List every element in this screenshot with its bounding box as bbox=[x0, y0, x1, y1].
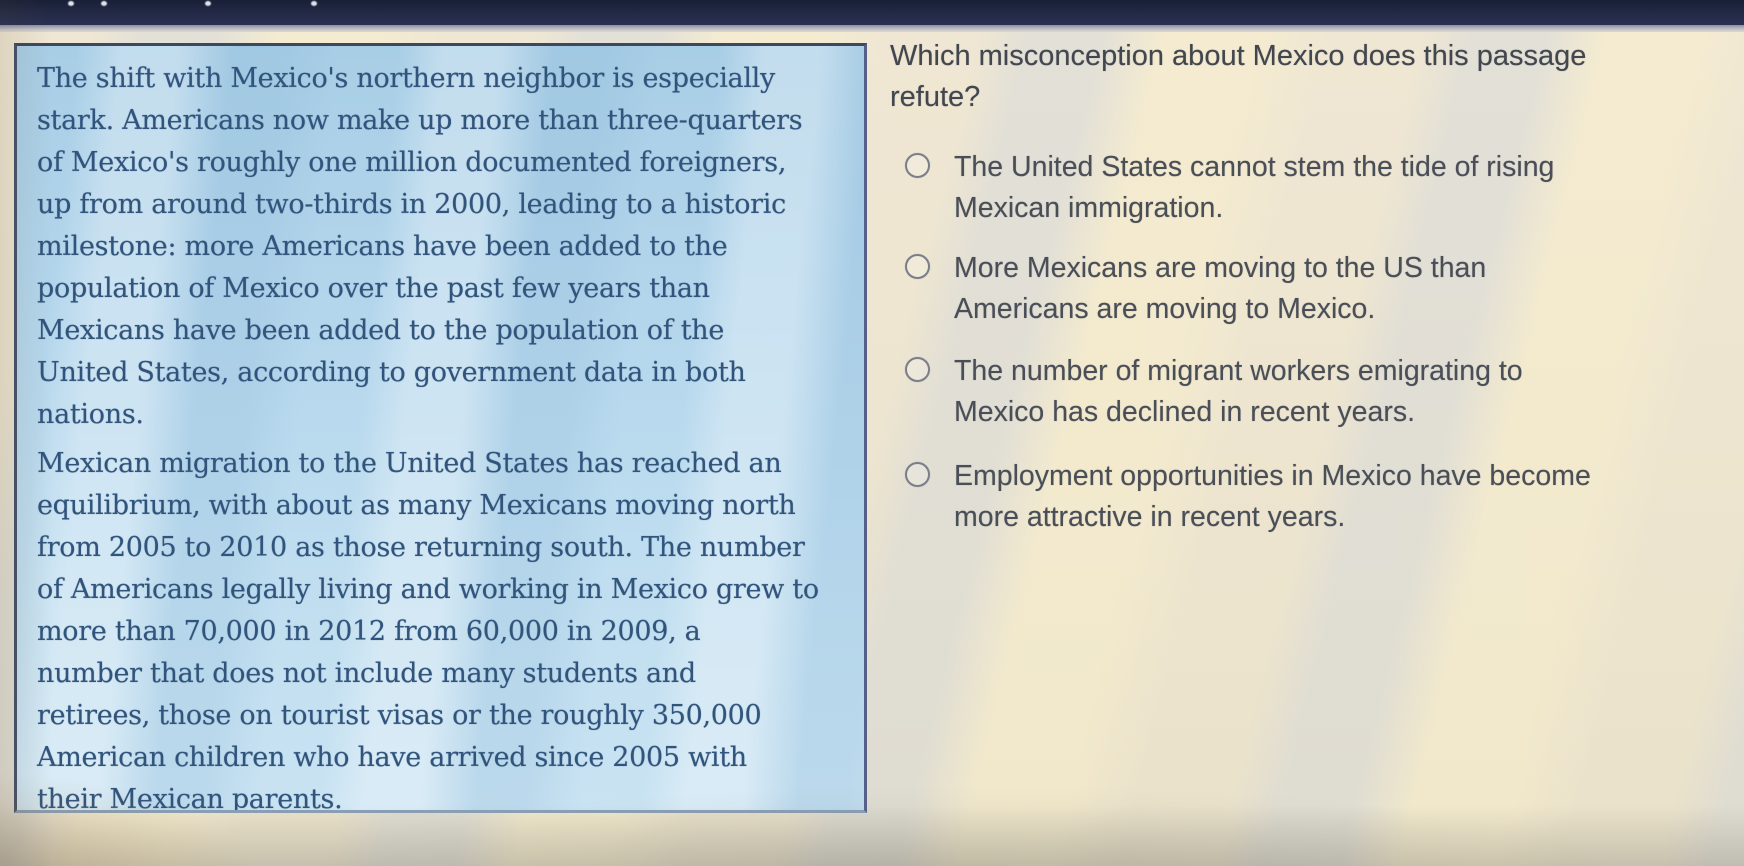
passage-line: American children who have arrived since… bbox=[37, 742, 747, 773]
question-prompt: Which misconception about Mexico does th… bbox=[890, 36, 1586, 118]
passage-line: United States, according to government d… bbox=[37, 357, 746, 388]
radio-button-icon[interactable] bbox=[905, 153, 930, 178]
option-text: The number of migrant workers emigrating… bbox=[954, 351, 1523, 433]
passage-line: of Americans legally living and working … bbox=[37, 574, 819, 605]
passage-paragraph-2: Mexican migration to the United States h… bbox=[37, 443, 850, 813]
answer-option-4[interactable]: Employment opportunities in Mexico have … bbox=[905, 456, 1591, 538]
option-text-line: Employment opportunities in Mexico have … bbox=[954, 460, 1591, 492]
passage-paragraph-1: The shift with Mexico's northern neighbo… bbox=[37, 58, 850, 436]
option-text-line: The United States cannot stem the tide o… bbox=[954, 151, 1555, 183]
passage-line: milestone: more Americans have been adde… bbox=[37, 231, 728, 262]
option-text: More Mexicans are moving to the US than … bbox=[954, 248, 1486, 330]
answer-option-3[interactable]: The number of migrant workers emigrating… bbox=[905, 351, 1523, 433]
passage-line: population of Mexico over the past few y… bbox=[37, 273, 710, 304]
option-text-line: Americans are moving to Mexico. bbox=[954, 293, 1376, 325]
tab-dot-icon bbox=[311, 1, 317, 6]
tab-dot-icon bbox=[68, 1, 74, 6]
question-line: refute? bbox=[890, 81, 981, 113]
option-text-line: Mexican immigration. bbox=[954, 192, 1224, 224]
option-text-line: Mexico has declined in recent years. bbox=[954, 396, 1415, 428]
passage-line: from 2005 to 2010 as those returning sou… bbox=[37, 532, 805, 563]
passage-line: Mexican migration to the United States h… bbox=[37, 448, 782, 479]
passage-line: more than 70,000 in 2012 from 60,000 in … bbox=[37, 616, 701, 647]
passage-line: Mexicans have been added to the populati… bbox=[37, 315, 725, 346]
passage-line: stark. Americans now make up more than t… bbox=[37, 105, 803, 136]
passage-line: equilibrium, with about as many Mexicans… bbox=[37, 490, 796, 521]
answer-option-1[interactable]: The United States cannot stem the tide o… bbox=[905, 147, 1554, 229]
answer-option-2[interactable]: More Mexicans are moving to the US than … bbox=[905, 248, 1486, 330]
option-text-line: More Mexicans are moving to the US than bbox=[954, 252, 1487, 284]
tab-dot-icon bbox=[101, 1, 107, 6]
radio-button-icon[interactable] bbox=[905, 357, 930, 382]
passage-line: of Mexico's roughly one million document… bbox=[37, 147, 787, 178]
passage-panel: The shift with Mexico's northern neighbo… bbox=[14, 43, 867, 813]
passage-line: The shift with Mexico's northern neighbo… bbox=[37, 63, 775, 94]
screen-edge-highlight bbox=[0, 25, 1744, 32]
passage-line: their Mexican parents. bbox=[37, 784, 343, 813]
tab-dot-icon bbox=[205, 1, 211, 6]
option-text: Employment opportunities in Mexico have … bbox=[954, 456, 1591, 538]
radio-button-icon[interactable] bbox=[905, 462, 930, 487]
passage-line: retirees, those on tourist visas or the … bbox=[37, 700, 762, 731]
browser-top-bar bbox=[0, 0, 1744, 25]
radio-button-icon[interactable] bbox=[905, 254, 930, 279]
passage-line: nations. bbox=[37, 399, 144, 430]
passage-line: up from around two-thirds in 2000, leadi… bbox=[37, 189, 786, 220]
passage-line: number that does not include many studen… bbox=[37, 658, 696, 689]
option-text-line: The number of migrant workers emigrating… bbox=[954, 355, 1523, 387]
option-text: The United States cannot stem the tide o… bbox=[954, 147, 1554, 229]
option-text-line: more attractive in recent years. bbox=[954, 501, 1346, 533]
question-line: Which misconception about Mexico does th… bbox=[890, 40, 1587, 72]
